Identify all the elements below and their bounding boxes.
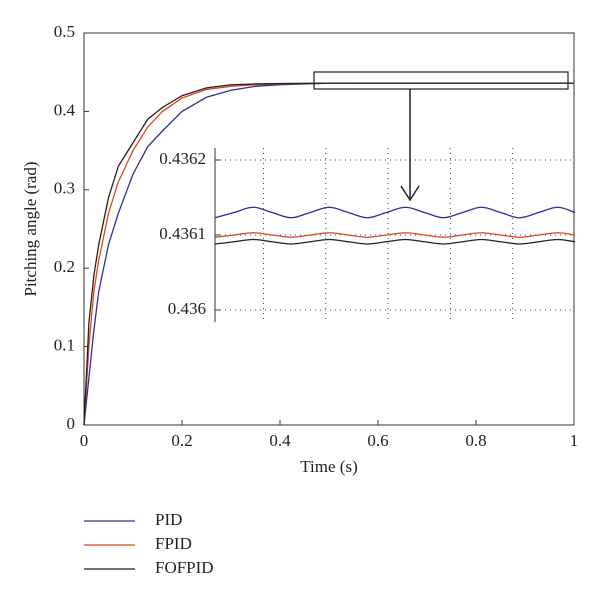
y-tick-label: 0.1 (54, 336, 75, 355)
zoom-box (313, 71, 569, 90)
series-line (214, 238, 576, 245)
x-tick-label: 1 (570, 431, 579, 450)
y-tick-label: 0.5 (54, 22, 75, 41)
x-tick-label: 0.4 (269, 431, 291, 450)
y-tick-label: 0.4 (54, 100, 76, 119)
x-tick-label: 0.6 (367, 431, 388, 450)
y-tick-label: 0.436 (168, 299, 206, 318)
x-tick-label: 0.2 (171, 431, 192, 450)
y-tick-label: 0.4361 (159, 224, 206, 243)
y-tick-label: 0 (67, 414, 76, 433)
legend-label: FPID (155, 534, 192, 553)
x-tick-label: 0 (80, 431, 89, 450)
y-tick-label: 0.3 (54, 179, 75, 198)
y-tick-label: 0.4362 (159, 149, 206, 168)
series-line (83, 82, 574, 426)
series-line (214, 206, 576, 219)
x-axis-label: Time (s) (300, 457, 357, 476)
y-tick-label: 0.2 (54, 257, 75, 276)
legend-label: PID (155, 510, 182, 529)
arrow-head (400, 185, 420, 202)
series-line (83, 82, 574, 426)
x-tick-label: 0.8 (465, 431, 486, 450)
series-line (214, 232, 576, 238)
series-line (83, 82, 574, 426)
legend-label: FOFPID (155, 558, 214, 577)
plot-frame (83, 32, 575, 426)
y-axis-label: Pitching angle (rad) (21, 161, 40, 296)
